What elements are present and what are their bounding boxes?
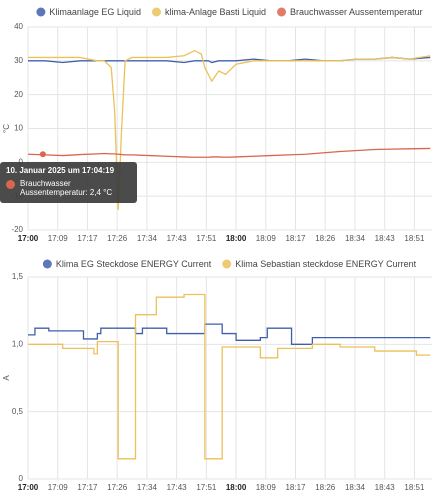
y-tick-label: 0: [19, 474, 24, 483]
x-tick-label: 18:51: [404, 483, 425, 492]
x-tick-label: 18:09: [256, 483, 277, 492]
x-tick-label: 17:09: [48, 234, 69, 243]
legend-label: klima-Anlage Basti Liquid: [165, 7, 266, 17]
series-line: [28, 49, 431, 210]
legend-swatch: [36, 7, 46, 17]
legend-label: Klima Sebastian steckdose ENERGY Current: [235, 259, 416, 269]
legend-swatch: [222, 259, 232, 269]
legend-label: Brauchwasser Aussentemperatur: [290, 7, 423, 17]
legend-label: Klimaanlage EG Liquid: [49, 7, 141, 17]
legend-swatch: [277, 7, 287, 17]
x-tick-label: 18:34: [345, 234, 366, 243]
y-tick-label: 30: [14, 56, 23, 65]
x-tick-label: 17:51: [196, 234, 217, 243]
x-tick-label: 18:51: [404, 234, 425, 243]
x-tick-label: 17:00: [18, 483, 39, 492]
legend-swatch: [151, 7, 161, 17]
series-line: [28, 56, 431, 64]
x-tick-label: 18:17: [285, 234, 306, 243]
y-axis-label: °C: [2, 124, 11, 133]
x-tick-label: 17:26: [107, 234, 128, 243]
x-tick-label: 17:51: [196, 483, 217, 492]
legend-swatch: [42, 259, 52, 269]
tooltip-text: Brauchwasser Aussentemperatur: 2,4 °C: [20, 179, 112, 197]
series-line: [28, 323, 431, 345]
x-tick-label: 17:43: [167, 483, 188, 492]
y-tick-label: 0,5: [12, 407, 24, 416]
y-tick-label: 1,0: [12, 339, 24, 348]
tooltip-row: Brauchwasser Aussentemperatur: 2,4 °C: [6, 179, 131, 197]
tooltip-swatch: [6, 180, 15, 189]
x-tick-label: 18:34: [345, 483, 366, 492]
x-tick-label: 18:09: [256, 234, 277, 243]
y-tick-label: 0: [19, 157, 24, 166]
x-tick-label: 17:34: [137, 483, 158, 492]
x-tick-label: 17:09: [48, 483, 69, 492]
x-tick-label: 17:26: [107, 483, 128, 492]
tooltip-line: Brauchwasser: [20, 179, 71, 188]
y-tick-label: 40: [14, 22, 23, 31]
x-tick-label: 18:26: [315, 234, 336, 243]
x-tick-label: 17:17: [77, 234, 98, 243]
x-tick-label: 18:43: [375, 234, 396, 243]
tooltip-point: [39, 151, 46, 158]
y-tick-label: 1,5: [12, 272, 24, 281]
y-tick-label: -20: [11, 225, 23, 234]
y-axis-label: A: [2, 375, 11, 381]
tooltip: 10. Januar 2025 um 17:04:19 Brauchwasser…: [0, 162, 137, 203]
x-tick-label: 18:00: [226, 483, 247, 492]
x-tick-label: 18:43: [375, 483, 396, 492]
x-tick-label: 18:00: [226, 234, 247, 243]
x-tick-label: 18:26: [315, 483, 336, 492]
legend-label: Klima EG Steckdose ENERGY Current: [56, 259, 212, 269]
series-line: [28, 293, 431, 460]
x-tick-label: 17:43: [167, 234, 188, 243]
x-tick-label: 18:17: [285, 483, 306, 492]
y-tick-label: 10: [14, 124, 23, 133]
tooltip-line: Aussentemperatur: 2,4 °C: [20, 188, 113, 197]
series-line: [27, 147, 431, 158]
x-tick-label: 17:17: [77, 483, 98, 492]
tooltip-title: 10. Januar 2025 um 17:04:19: [6, 166, 115, 175]
x-tick-label: 17:34: [137, 234, 158, 243]
y-tick-label: 20: [14, 90, 23, 99]
x-tick-label: 17:00: [18, 234, 39, 243]
